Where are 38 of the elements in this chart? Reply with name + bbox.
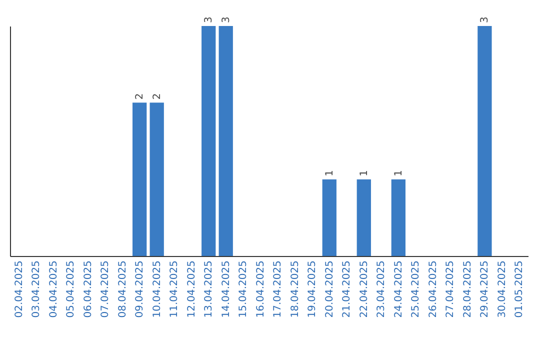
data-label: 1 <box>358 170 370 176</box>
x-tick-label: 12.04.2025 <box>186 260 198 318</box>
x-tick-label: 11.04.2025 <box>169 260 180 318</box>
x-tick-label: 27.04.2025 <box>445 260 456 318</box>
x-tick-label: 09.04.2025 <box>134 260 146 318</box>
data-label: 1 <box>324 170 336 176</box>
x-tick-label: 14.04.2025 <box>220 260 232 318</box>
x-tick-label: 13.04.2025 <box>204 260 215 318</box>
x-tick-label: 02.04.2025 <box>14 260 25 318</box>
data-label: 3 <box>480 16 491 23</box>
data-label: 1 <box>393 170 404 176</box>
x-tick-label: 20.04.2025 <box>324 260 336 318</box>
data-label: 2 <box>134 93 146 100</box>
x-tick-label: 10.04.2025 <box>152 260 163 318</box>
x-tick-label: 01.05.2025 <box>514 260 526 318</box>
x-tick-label: 28.04.2025 <box>462 260 474 318</box>
x-tick-label: 23.04.2025 <box>376 260 388 318</box>
x-tick-label: 25.04.2025 <box>410 260 422 318</box>
x-tick-label: 18.04.2025 <box>290 260 301 318</box>
x-tick-label: 16.04.2025 <box>255 260 266 318</box>
x-tick-label: 26.04.2025 <box>428 260 439 318</box>
data-label: 3 <box>204 16 215 23</box>
x-tick-label: 29.04.2025 <box>480 260 491 318</box>
x-tick-label: 21.04.2025 <box>342 260 353 318</box>
x-tick-label: 24.04.2025 <box>393 260 404 318</box>
x-tick-label: 07.04.2025 <box>100 260 112 318</box>
x-tick-label: 15.04.2025 <box>238 260 250 318</box>
x-tick-label: 08.04.2025 <box>117 260 128 318</box>
x-tick-label: 05.04.2025 <box>66 260 77 318</box>
x-tick-label: 03.04.2025 <box>31 260 42 318</box>
x-tick-label: 22.04.2025 <box>358 260 370 318</box>
x-tick-label: 30.04.2025 <box>496 260 508 318</box>
x-tick-label: 19.04.2025 <box>307 260 318 318</box>
data-label: 2 <box>152 93 163 100</box>
data-label: 3 <box>220 16 232 23</box>
x-tick-label: 06.04.2025 <box>82 260 94 318</box>
x-tick-label: 04.04.2025 <box>48 260 60 318</box>
x-tick-label: 17.04.2025 <box>272 260 284 318</box>
